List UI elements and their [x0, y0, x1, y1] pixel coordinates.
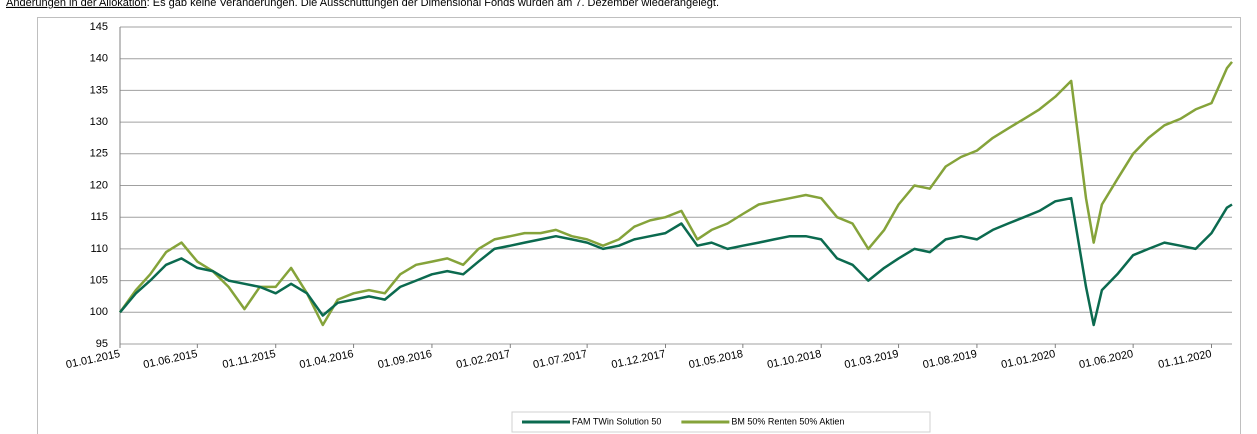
x-tick-label: 01.06.2020	[1078, 348, 1134, 371]
x-tick-label: 01.07.2017	[532, 348, 588, 371]
x-tick-label: 01.08.2019	[922, 348, 978, 371]
y-tick-label: 95	[96, 338, 108, 350]
y-tick-label: 145	[90, 21, 108, 33]
x-tick-label: 01.10.2018	[766, 348, 822, 371]
y-tick-label: 130	[90, 116, 108, 128]
y-tick-label: 115	[90, 211, 108, 223]
x-tick-label: 01.02.2017	[455, 348, 511, 371]
y-tick-label: 140	[90, 53, 108, 65]
x-tick-label: 01.01.2015	[65, 348, 121, 371]
x-tick-label: 01.01.2020	[1000, 348, 1056, 371]
y-tick-label: 105	[90, 275, 108, 287]
x-tick-label: 01.04.2016	[298, 348, 354, 371]
series-line	[119, 196, 1233, 327]
y-tick-label: 100	[90, 306, 108, 318]
x-tick-label: 01.06.2015	[142, 348, 198, 371]
x-tick-label: 01.11.2015	[221, 348, 277, 371]
y-tick-label: 120	[90, 179, 108, 191]
note-heading: Änderungen in der Allokation	[6, 0, 147, 9]
legend-label: BM 50% Renten 50% Aktien	[731, 416, 844, 426]
legend-label: FAM TWin Solution 50	[572, 416, 661, 426]
y-tick-label: 110	[90, 243, 108, 255]
x-tick-label: 01.05.2018	[688, 348, 744, 371]
y-tick-label: 125	[90, 148, 108, 160]
note-text: : Es gab keine Veränderungen. Die Aussch…	[147, 0, 719, 9]
chart-frame	[37, 17, 1241, 434]
x-tick-label: 01.11.2020	[1157, 348, 1213, 371]
y-tick-label: 135	[90, 84, 108, 96]
x-tick-label: 01.12.2017	[610, 348, 666, 371]
x-tick-label: 01.09.2016	[377, 348, 433, 371]
x-tick-label: 01.03.2019	[843, 348, 899, 371]
legend: FAM TWin Solution 50 BM 50% Renten 50% Ak…	[511, 411, 931, 433]
